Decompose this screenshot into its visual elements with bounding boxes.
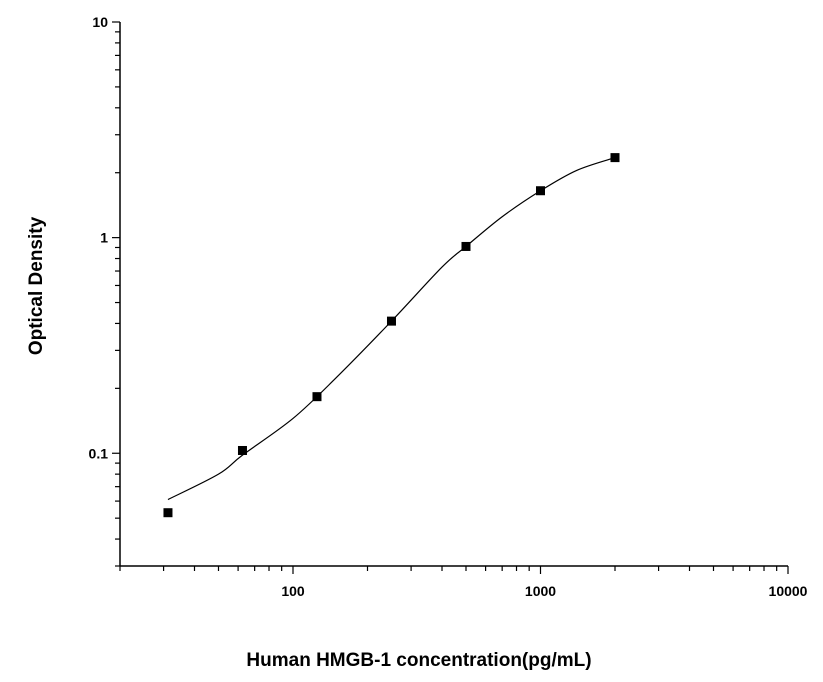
tick-labels-layer: 100 1000 10000 10 1 0.1 — [89, 14, 808, 599]
x-axis-title: Human HMGB-1 concentration(pg/mL) — [246, 650, 591, 671]
fit-curve-layer — [167, 157, 616, 501]
data-point — [386, 316, 396, 326]
data-point — [461, 241, 471, 251]
data-point — [535, 186, 545, 196]
x-tick-label: 1000 — [525, 583, 556, 599]
data-point — [237, 445, 247, 455]
y-tick-label: 1 — [100, 230, 108, 246]
y-axis-title: Optical Density — [26, 216, 47, 355]
data-point — [312, 392, 322, 402]
data-point — [610, 153, 620, 163]
y-tick-label: 10 — [92, 14, 108, 30]
axes — [112, 21, 789, 574]
points-layer — [163, 153, 620, 518]
data-point — [163, 508, 173, 518]
x-tick-label: 10000 — [769, 583, 808, 599]
y-tick-label: 0.1 — [89, 445, 109, 461]
x-tick-label: 100 — [281, 583, 305, 599]
fit-curve-line — [167, 157, 616, 501]
